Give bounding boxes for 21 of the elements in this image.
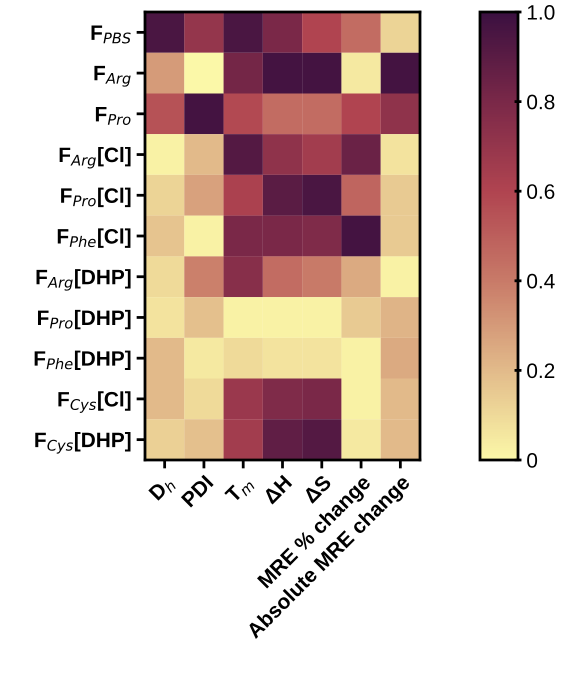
x-tick-label: D$_{h}$ xyxy=(148,474,176,504)
x-tick-label: ΔH xyxy=(262,474,292,504)
y-tick-label: F$_{Pro}$[Cl] xyxy=(61,188,130,208)
color-bar-label: 0.8 xyxy=(527,94,554,110)
y-tick-label: F$_{Phe}$[Cl] xyxy=(58,228,130,248)
y-tick-label: F$_{Cys}$[Cl] xyxy=(58,391,130,413)
color-bar-label: 0.6 xyxy=(527,184,554,199)
y-tick-label: F$_{Cys}$[DHP] xyxy=(35,432,130,454)
x-tick-label: PDI xyxy=(180,474,214,508)
color-bar-label: 0 xyxy=(527,453,538,468)
y-tick-label: F$_{Arg}$[DHP] xyxy=(36,269,131,291)
y-tick-label: F$_{Pro}$ xyxy=(96,106,130,125)
y-tick-label: F$_{Arg}$ xyxy=(94,66,131,87)
y-tick-label: F$_{PBS}$ xyxy=(92,26,131,44)
y-tick-label: F$_{Phe}$[DHP] xyxy=(34,350,130,370)
color-bar-label: 0.4 xyxy=(527,274,555,289)
x-tick-label: T$_{m}$ xyxy=(224,474,256,506)
y-tick-label: F$_{Pro}$[DHP] xyxy=(38,310,130,330)
color-bar-label: 0.2 xyxy=(527,363,554,378)
y-tick-label: F$_{Arg}$[Cl] xyxy=(60,146,131,168)
color-bar-label: 1.0 xyxy=(528,5,554,20)
